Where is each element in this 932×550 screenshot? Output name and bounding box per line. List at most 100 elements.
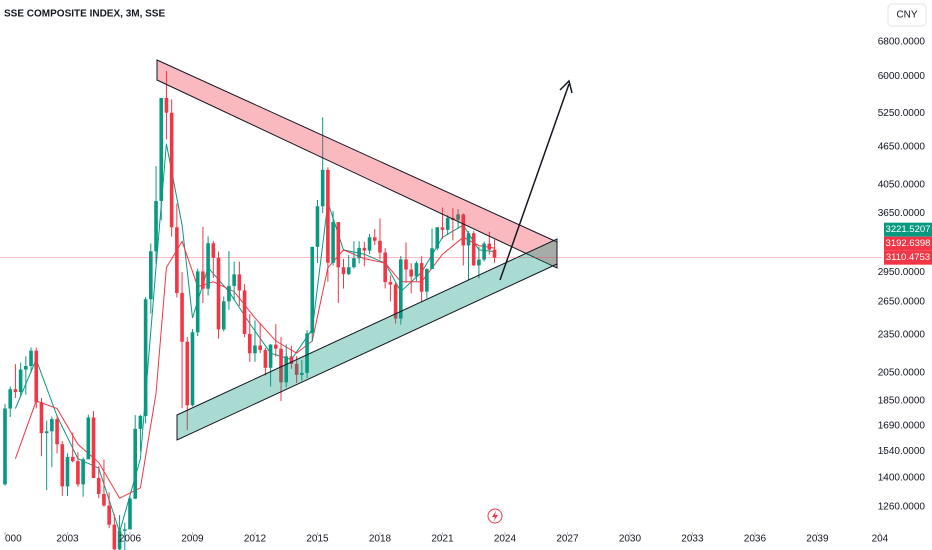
candle-body <box>50 419 54 432</box>
y-tick-label: 2050.0000 <box>878 367 926 378</box>
candle-body <box>122 529 127 531</box>
price-label-box <box>884 222 932 237</box>
candle-body <box>216 257 221 330</box>
candle-body <box>180 293 184 342</box>
candle-body <box>247 333 252 354</box>
x-tick-label: 2027 <box>556 534 579 545</box>
x-tick-label: 2033 <box>681 534 704 545</box>
candle-body <box>310 246 315 334</box>
x-tick-label: 204 <box>872 534 889 545</box>
candle-body <box>76 461 80 485</box>
candle-body <box>289 356 294 364</box>
candle-body <box>456 214 460 220</box>
candle-body <box>44 431 49 434</box>
y-tick-label: 1400.0000 <box>878 472 926 483</box>
candle-body <box>445 218 450 230</box>
candle-body <box>3 408 7 485</box>
candle-body <box>341 267 346 275</box>
chart-title: SSE COMPOSITE INDEX, 3M, SSE <box>4 9 165 20</box>
candle-layer <box>3 70 497 550</box>
price-label: 3221.5207 <box>886 224 931 235</box>
candle-body <box>18 369 23 393</box>
candle-body <box>164 97 169 113</box>
resistance-channel <box>156 59 558 269</box>
candle-body <box>492 249 497 258</box>
candle-body <box>29 350 33 366</box>
candle-body <box>294 363 299 375</box>
y-tick-label: 3650.0000 <box>878 208 926 219</box>
x-tick-label: 2024 <box>494 534 517 545</box>
y-tick-label: 6800.0000 <box>878 37 926 48</box>
candle-body <box>393 284 398 319</box>
x-tick-label: 2009 <box>181 534 204 545</box>
candle-body <box>461 214 466 246</box>
candle-body <box>258 345 262 351</box>
candle-body <box>320 169 325 207</box>
price-label-box <box>884 236 932 251</box>
candle-body <box>471 233 476 266</box>
candle-body <box>112 524 117 550</box>
x-tick-label: 2021 <box>431 534 454 545</box>
x-tick-label: 2036 <box>744 534 767 545</box>
candle-body <box>425 269 429 292</box>
candle-body <box>362 247 367 251</box>
candle-body <box>336 222 341 268</box>
candle-body <box>398 259 403 319</box>
candle-body <box>201 271 205 289</box>
candle-body <box>378 240 382 253</box>
candle-body <box>487 243 492 250</box>
x-tick-label: 2018 <box>369 534 392 545</box>
y-tick-label: 1690.0000 <box>878 421 926 432</box>
candle-body <box>185 341 190 406</box>
candle-body <box>39 402 44 434</box>
arrow-head <box>559 79 573 94</box>
candle-body <box>154 201 158 252</box>
y-tick-label: 5250.0000 <box>878 108 926 119</box>
candle-body <box>206 243 210 289</box>
candle-body <box>419 263 424 292</box>
x-tick-label: 2039 <box>806 534 829 545</box>
candle-body <box>357 247 361 259</box>
candle-body <box>169 112 174 228</box>
y-tick-label: 6000.0000 <box>878 71 926 82</box>
candle-body <box>70 456 75 462</box>
y-tick-label: 2350.0000 <box>878 330 926 341</box>
y-tick-label: 1260.0000 <box>878 501 926 512</box>
candle-body <box>383 252 387 283</box>
axis-layer: 1260.0000 1400.0000 1540.0000 1690.0000 1850… <box>0 37 932 545</box>
candle-body <box>86 417 91 460</box>
y-tick-label: 2950.0000 <box>878 267 926 278</box>
candle-body <box>8 389 13 409</box>
candle-body <box>268 344 273 368</box>
candle-body <box>482 243 486 260</box>
candle-body <box>430 248 434 270</box>
x-tick-label: 2012 <box>244 534 267 545</box>
candle-body <box>404 259 408 270</box>
x-tick-label: 2030 <box>619 534 642 545</box>
candle-body <box>102 493 106 506</box>
event-bolt <box>492 511 498 521</box>
candle-body <box>346 267 351 275</box>
candle-body <box>274 344 278 349</box>
candle-body <box>435 227 440 249</box>
y-tick-label: 1540.0000 <box>878 446 926 457</box>
candle-body <box>117 530 122 550</box>
currency-button[interactable] <box>887 3 927 27</box>
candle-body <box>133 428 137 499</box>
candle-body <box>13 389 18 393</box>
candle-body <box>34 350 39 403</box>
candle-body <box>279 348 283 383</box>
candle-body <box>388 282 393 285</box>
support-channel <box>176 238 558 441</box>
candle-body <box>24 365 28 370</box>
candle-body <box>211 243 216 258</box>
candle-body <box>263 350 268 368</box>
candle-body <box>143 299 148 416</box>
candle-body <box>138 415 143 429</box>
event-icon[interactable] <box>487 508 503 524</box>
candle-body <box>466 233 471 246</box>
candle-body <box>55 419 59 445</box>
x-tick-label: 2015 <box>306 534 329 545</box>
